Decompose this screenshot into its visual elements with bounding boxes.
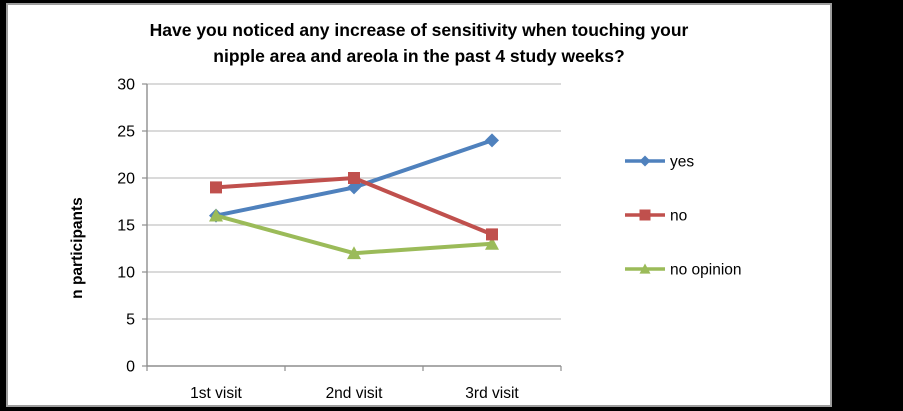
y-tick-label: 10 [117,265,135,282]
y-tick-label: 0 [126,359,135,376]
x-category-label: 3rd visit [465,385,519,402]
y-tick-label: 5 [126,312,135,329]
series-marker-no-opinion [209,208,223,222]
series-marker-no [210,181,222,194]
x-category-label: 2nd visit [326,385,384,402]
chart-title-line2: nipple area and areola in the past 4 stu… [213,46,625,66]
chart-panel: Have you noticed any increase of sensiti… [6,3,832,407]
y-tick-label: 30 [117,77,135,94]
series-marker-no-opinion [347,246,361,260]
x-category-label: 1st visit [190,385,242,402]
chart-title-line1: Have you noticed any increase of sensiti… [149,20,689,40]
series-marker-no-opinion [485,236,499,250]
legend-marker-no [639,209,651,221]
legend-label-no-opinion: no opinion [670,262,742,279]
legend-marker-yes [639,155,651,167]
series-marker-no [486,228,498,241]
y-tick-label: 15 [117,218,135,235]
line-chart: 0 5 10 15 20 25 30 1st visit 2nd visit 3rd visit n… [69,77,742,403]
series-marker-yes [485,133,499,148]
series-marker-no [348,172,360,184]
y-tick-label: 20 [117,171,135,188]
y-tick-label: 25 [117,124,135,141]
chart-title: Have you noticed any increase of sensiti… [8,17,830,69]
legend-marker-no-opinion [639,263,651,274]
y-axis-title: n participants [69,197,86,299]
legend-label-yes: yes [670,154,694,171]
legend-label-no: no [670,208,687,225]
